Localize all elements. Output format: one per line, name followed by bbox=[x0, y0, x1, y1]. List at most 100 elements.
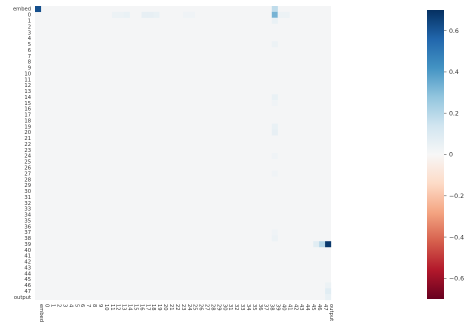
column-tick-label: 26 bbox=[198, 304, 204, 311]
colorbar-tick-label: 0.4 bbox=[449, 69, 459, 76]
row-tick-label: 10 bbox=[24, 71, 31, 77]
heatmap-cell bbox=[271, 235, 278, 242]
heatmap-cell bbox=[313, 241, 320, 248]
heatmap-cell bbox=[271, 11, 278, 18]
row-tick-label: 20 bbox=[24, 130, 31, 136]
column-tick-label: 28 bbox=[209, 304, 215, 311]
row-tick-label: output bbox=[14, 295, 31, 301]
column-tick-label: 9 bbox=[97, 304, 103, 307]
heatmap-cell bbox=[271, 153, 278, 160]
column-tick-label: 15 bbox=[132, 304, 138, 311]
column-tick-label: 16 bbox=[138, 304, 144, 311]
column-tick-label: 12 bbox=[115, 304, 121, 311]
column-tick-label: 40 bbox=[280, 304, 286, 311]
colorbar-tick-label: 0 bbox=[449, 152, 453, 159]
heatmap-cells bbox=[35, 6, 332, 301]
heatmap-cell bbox=[153, 11, 160, 18]
row-tick-label: 44 bbox=[24, 271, 31, 277]
colorbar-tick-label: 0.2 bbox=[449, 110, 459, 117]
row-tick-label: 39 bbox=[24, 242, 31, 248]
row-tick-label: 42 bbox=[24, 260, 31, 266]
row-tick-label: 13 bbox=[24, 89, 31, 95]
column-tick-label: 0 bbox=[44, 304, 50, 307]
row-tick-label: 19 bbox=[24, 124, 31, 130]
column-tick-label: 24 bbox=[186, 304, 192, 311]
column-tick-label: 36 bbox=[257, 304, 263, 311]
row-tick-label: 7 bbox=[28, 54, 31, 60]
row-tick-label: 32 bbox=[24, 201, 31, 207]
row-tick-label: 28 bbox=[24, 177, 31, 183]
heatmap-cell bbox=[117, 11, 124, 18]
heatmap-cell bbox=[319, 241, 326, 248]
row-tick-label: 34 bbox=[24, 213, 31, 219]
column-tick-label: 13 bbox=[121, 304, 127, 311]
row-tick-label: embed bbox=[13, 7, 31, 13]
column-tick-label: 1 bbox=[50, 304, 56, 307]
heatmap-cell bbox=[271, 17, 278, 24]
row-tick-label: 25 bbox=[24, 160, 31, 166]
column-tick-label: 37 bbox=[263, 304, 269, 311]
column-tick-label: 47 bbox=[322, 304, 328, 311]
column-tick-label: 14 bbox=[127, 304, 133, 311]
heatmap-cell bbox=[325, 294, 332, 301]
column-tick-label: 34 bbox=[245, 304, 251, 311]
heatmap-cell bbox=[271, 94, 278, 101]
row-tick-label: 47 bbox=[24, 289, 31, 295]
column-tick-label: 46 bbox=[316, 304, 322, 311]
column-tick-label: 2 bbox=[56, 304, 62, 307]
row-tick-label: 3 bbox=[28, 30, 31, 36]
column-tick-label: 18 bbox=[150, 304, 156, 311]
row-tick-label: 31 bbox=[24, 195, 31, 201]
colorbar-tick-label: 0.6 bbox=[449, 28, 459, 35]
heatmap-cell bbox=[147, 11, 154, 18]
row-tick-label: 26 bbox=[24, 166, 31, 172]
heatmap-cell bbox=[271, 170, 278, 177]
column-tick-label: 39 bbox=[275, 304, 281, 311]
heatmap-cell bbox=[271, 6, 278, 13]
row-labels: embed01234567891011121314151617181920212… bbox=[13, 7, 32, 301]
row-tick-label: 22 bbox=[24, 142, 31, 148]
row-tick-label: 33 bbox=[24, 207, 31, 213]
colorbar bbox=[427, 10, 444, 299]
heatmap-cell bbox=[123, 11, 130, 18]
row-tick-label: 23 bbox=[24, 148, 31, 154]
heatmap-background bbox=[35, 6, 331, 300]
row-tick-label: 45 bbox=[24, 277, 31, 283]
column-tick-label: 6 bbox=[79, 304, 85, 307]
column-tick-label: 30 bbox=[221, 304, 227, 311]
column-tick-label: 21 bbox=[168, 304, 174, 311]
column-tick-label: 38 bbox=[269, 304, 275, 311]
heatmap-cell bbox=[183, 11, 190, 18]
row-tick-label: 24 bbox=[24, 154, 31, 160]
row-tick-label: 30 bbox=[24, 189, 31, 195]
heatmap-cell bbox=[325, 241, 332, 248]
heatmap-cell bbox=[277, 11, 284, 18]
column-tick-label: 11 bbox=[109, 304, 115, 311]
heatmap-cell bbox=[271, 100, 278, 107]
column-tick-label: 20 bbox=[162, 304, 168, 311]
row-tick-label: 36 bbox=[24, 224, 31, 230]
column-tick-label: embed bbox=[38, 304, 44, 322]
row-tick-label: 37 bbox=[24, 230, 31, 236]
column-tick-label: 31 bbox=[227, 304, 233, 311]
row-tick-label: 9 bbox=[28, 66, 31, 72]
heatmap-cell bbox=[141, 11, 148, 18]
row-tick-label: 29 bbox=[24, 183, 31, 189]
column-tick-label: 27 bbox=[204, 304, 210, 311]
row-tick-label: 8 bbox=[28, 60, 31, 66]
row-tick-label: 43 bbox=[24, 265, 31, 271]
column-tick-label: 32 bbox=[233, 304, 239, 311]
column-tick-label: 23 bbox=[180, 304, 186, 311]
column-tick-label: 33 bbox=[239, 304, 245, 311]
column-tick-label: 42 bbox=[292, 304, 298, 311]
column-tick-label: 41 bbox=[286, 304, 292, 311]
colorbar-tick-label: −0.2 bbox=[449, 193, 464, 200]
colorbar-tick-label: −0.6 bbox=[449, 276, 464, 283]
colorbar-ticks: 0.6 0.4 0.2 0 −0.2 −0.4 −0.6 bbox=[444, 28, 464, 283]
row-tick-label: 14 bbox=[24, 95, 31, 101]
heatmap-cell bbox=[271, 129, 278, 136]
column-tick-label: 3 bbox=[61, 304, 67, 307]
row-tick-label: 40 bbox=[24, 248, 31, 254]
column-labels: embed 0 1 2 3 4 5 6 7 8 9 10 11 12 13 14 15 16 17 18 19 20 21 2… bbox=[38, 304, 334, 322]
